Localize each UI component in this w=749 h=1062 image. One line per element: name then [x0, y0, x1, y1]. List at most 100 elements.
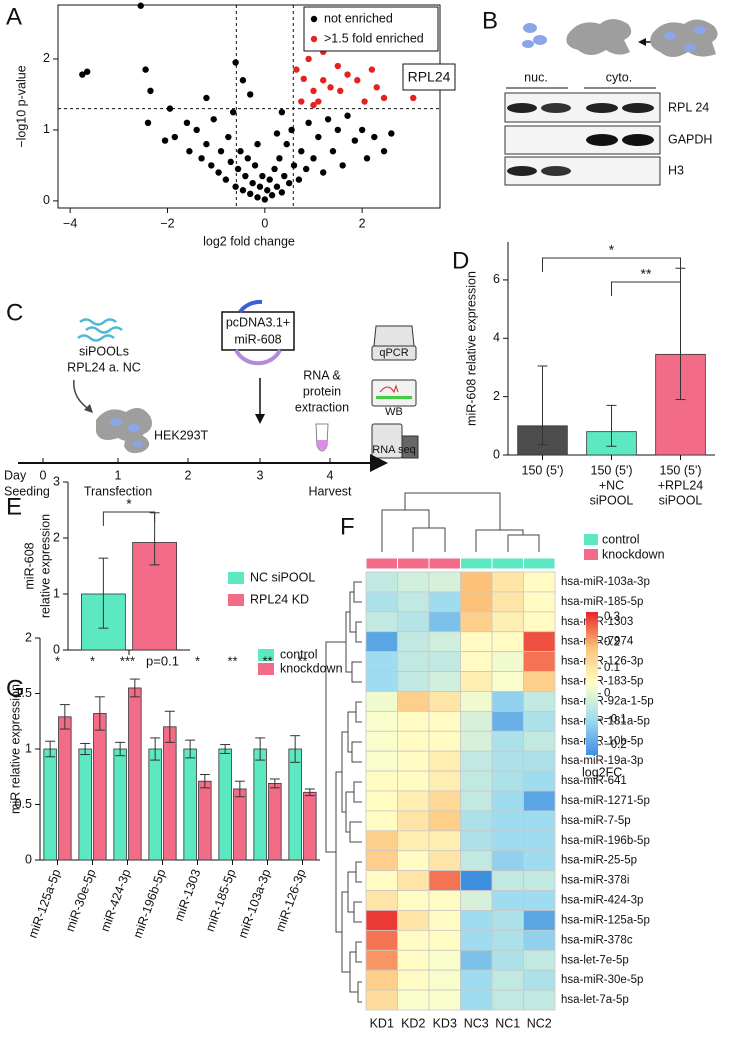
heatmap-cell — [397, 730, 430, 752]
heatmap-cell — [397, 571, 430, 593]
bar — [78, 748, 92, 861]
heatmap-cell — [523, 790, 556, 812]
point — [239, 77, 247, 84]
point — [344, 71, 351, 78]
legend-swatch — [584, 549, 598, 560]
point — [298, 148, 305, 155]
row-label: hsa-miR-1271-5p — [561, 795, 650, 807]
heatmap-cell — [460, 969, 493, 991]
instrument-icon — [371, 325, 419, 459]
x-tick-label: miR-196b-5p — [131, 867, 169, 940]
column-group — [523, 557, 556, 570]
colorbar-tick-label: 0.3 — [604, 611, 620, 623]
heatmap-cell — [523, 929, 556, 951]
row-label: hsa-miR-25-5p — [561, 855, 637, 867]
point — [264, 187, 271, 194]
heatmap-cell — [523, 691, 556, 712]
event-label: Transfection — [84, 484, 152, 498]
heatmap-cell — [365, 989, 398, 1011]
heatmap-cell — [365, 710, 398, 732]
point — [380, 94, 388, 102]
extraction-label: RNA & — [303, 368, 341, 382]
heatmap-cell — [365, 929, 398, 951]
column-label: NC3 — [464, 1016, 489, 1030]
significance-bracket — [611, 281, 681, 296]
heatmap-cell — [491, 591, 524, 613]
protein-label: GAPDH — [668, 132, 712, 146]
point — [371, 133, 378, 141]
heatmap-cell — [397, 910, 430, 931]
y-tick-label: 0 — [493, 447, 500, 461]
point — [161, 137, 169, 144]
legend-swatch — [584, 534, 598, 545]
y-tick-label: 4 — [493, 331, 500, 345]
heatmap-cell — [428, 890, 461, 911]
heatmap-cell — [491, 730, 524, 752]
heatmap-cell — [460, 571, 493, 593]
point — [239, 187, 247, 194]
heatmap-cell — [365, 591, 398, 613]
heatmap-cell — [491, 691, 524, 712]
row-label: hsa-miR-641 — [561, 775, 627, 787]
heatmap-cell — [397, 830, 430, 852]
row-label: hsa-miR-424-3p — [561, 895, 643, 907]
bar — [303, 791, 317, 861]
point — [320, 169, 327, 176]
bar — [198, 780, 212, 861]
point — [293, 66, 300, 73]
y-axis-label: relative expression — [38, 514, 52, 618]
point — [229, 108, 237, 116]
x-tick-label: miR-125a-5p — [26, 867, 64, 940]
point — [273, 183, 281, 190]
heatmap-cell — [365, 770, 398, 792]
point — [183, 119, 191, 127]
colorbar-tick-label: 0.1 — [604, 662, 620, 674]
point — [334, 62, 342, 70]
point — [244, 155, 251, 162]
legend-label: knockdown — [280, 661, 343, 675]
y-tick-label: 1 — [25, 741, 32, 755]
point — [79, 71, 86, 78]
panel-label: B — [482, 7, 498, 34]
heatmap-cell — [491, 870, 524, 891]
reagent-label: RPL24 a. NC — [67, 360, 141, 374]
point — [193, 126, 200, 134]
column-group — [397, 557, 430, 570]
x-tick-label: 150 (5') — [660, 463, 702, 477]
legend-swatch — [228, 572, 244, 584]
point — [305, 119, 312, 127]
point — [251, 162, 259, 169]
point — [298, 98, 305, 105]
colorbar-tick-label: 0 — [604, 688, 610, 700]
protein-label: H3 — [668, 163, 684, 177]
heatmap-cell — [428, 671, 461, 692]
significance: ** — [262, 653, 272, 668]
heatmap-cell — [428, 730, 461, 752]
legend-marker — [310, 15, 318, 23]
heatmap-cell — [397, 671, 430, 692]
heatmap-cell — [523, 591, 556, 613]
plasmid-label: miR-608 — [234, 332, 281, 346]
colorbar — [586, 612, 598, 755]
plasmid-label: pcDNA3.1+ — [226, 315, 290, 329]
point — [268, 192, 276, 199]
blot — [504, 92, 661, 186]
point — [208, 162, 215, 169]
legend-swatch — [258, 663, 274, 675]
heatmap-cell — [523, 611, 556, 633]
point — [247, 190, 254, 198]
point — [227, 158, 234, 166]
legend-swatch — [258, 649, 274, 661]
heatmap-cell — [460, 989, 493, 1011]
bar — [253, 748, 267, 861]
arrow-head — [255, 414, 265, 424]
day-label: 4 — [327, 468, 334, 482]
heatmap-cell — [365, 850, 398, 872]
heatmap-cell — [491, 611, 524, 633]
heatmap-cell — [428, 591, 461, 613]
row-label: hsa-miR-92a-1-5p — [561, 695, 654, 707]
plasmid-icon — [234, 349, 282, 366]
heatmap-cell — [523, 890, 556, 911]
heatmap-cell — [428, 691, 461, 712]
point — [310, 87, 317, 95]
